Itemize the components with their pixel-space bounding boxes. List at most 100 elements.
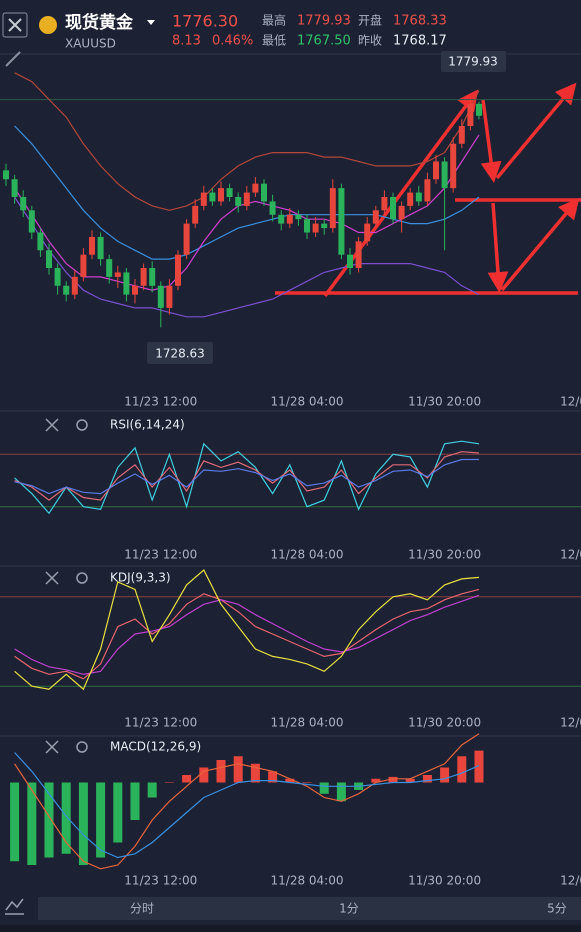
candle-body [338,188,345,255]
candle-body [235,197,242,206]
candle-body [218,188,224,202]
candle-body [398,205,405,220]
candle-body [372,210,379,224]
indicator-line [14,594,480,675]
candle-body [243,192,250,206]
pane-title: MACD(12,26,9) [110,740,201,754]
macd-bar [61,782,71,854]
macd-bar [336,782,346,802]
tab[interactable]: 5分 [547,902,567,916]
tab[interactable]: 1分 [339,902,359,916]
x-tick-label: 11/30 20:00 [408,548,481,562]
candle-body [450,143,457,189]
candle-body [157,285,164,308]
candle-body [28,210,35,233]
macd-bar [164,782,174,783]
candle-body [278,214,285,224]
macd-bar [371,778,381,783]
candle-body [63,285,70,295]
macd-bar [182,775,192,783]
indicator-line [14,451,480,501]
indicator-line [14,752,480,859]
candle-body [175,254,181,286]
candle-body [123,272,130,295]
x-tick-label: 11/23 12:00 [124,548,197,562]
candle-body [295,214,302,220]
indicator-line [14,196,480,318]
candle-body [269,201,276,215]
candle-body [89,236,95,255]
candle-body [132,285,138,295]
candle-body [54,268,61,286]
x-tick-label: 11/23 12:00 [124,716,197,730]
stat-label: 开盘 [358,13,382,28]
pane-settings[interactable] [76,572,88,584]
x-tick-label: 11/28 04:00 [271,395,344,409]
candle-body [321,223,328,229]
candle-body [11,179,18,197]
indicator-line [14,440,480,515]
candle-body [424,179,431,202]
pane-settings[interactable] [76,741,88,753]
candle-body [415,192,422,202]
pane-close[interactable] [45,740,59,754]
candle-body [209,192,216,202]
candle-body [312,223,319,233]
candle-body [80,254,87,277]
candle-body [226,188,233,197]
x-tick-label: 11/30 20:00 [408,395,481,409]
dropdown-icon[interactable] [147,20,155,25]
candle-body [252,183,259,193]
close-button[interactable] [2,12,28,38]
macd-bar [96,782,106,858]
macd-bar [44,782,54,858]
change-pct: 0.46% [212,34,253,49]
candle-body [364,223,371,242]
candle-body [441,161,448,189]
stat-value: 1768.33 [393,14,447,29]
pane-close[interactable] [45,571,59,585]
indicator-line [14,569,480,691]
stat-value: 1779.93 [297,14,351,29]
change: 8.13 [172,34,201,49]
macd-bar [233,756,243,783]
macd-bar [113,782,123,843]
stat-label: 最低 [262,34,286,48]
macd-bar [285,778,295,783]
macd-bar [388,776,398,783]
pane-close[interactable] [45,418,59,432]
symbol: XAUUSD [65,37,116,51]
indicator-line [14,72,480,211]
pane-title: RSI(6,14,24) [110,418,185,432]
candle-body [381,197,388,211]
tab[interactable]: 分时 [130,902,154,916]
candle-body [149,268,156,286]
candle-body [467,103,474,126]
high-label: 1779.93 [448,55,498,69]
candle-body [433,161,439,180]
stat-label: 昨收 [358,34,382,48]
label-box [147,342,213,364]
bottom-edge [0,925,581,932]
pane-title: KDJ(9,3,3) [110,571,171,585]
draw-tool-icon[interactable] [5,898,24,911]
price: 1776.30 [172,12,238,31]
pane-settings[interactable] [76,419,88,431]
stat-label: 最高 [262,13,286,28]
candle-body [347,254,353,268]
macd-bar [147,782,157,798]
expand-icon[interactable] [5,51,21,67]
candle-body [329,188,336,229]
low-label: 1728.63 [155,347,205,361]
macd-bar [405,778,415,783]
x-tick-label: 11/23 12:00 [124,395,197,409]
candle-body [476,103,482,116]
tab-bar [38,897,581,920]
x-tick-label: 12/0 [560,395,581,409]
macd-bar [302,782,312,783]
candle-body [3,170,9,180]
macd-bar [216,760,226,783]
macd-bar [78,782,88,865]
candle-body [106,259,113,277]
